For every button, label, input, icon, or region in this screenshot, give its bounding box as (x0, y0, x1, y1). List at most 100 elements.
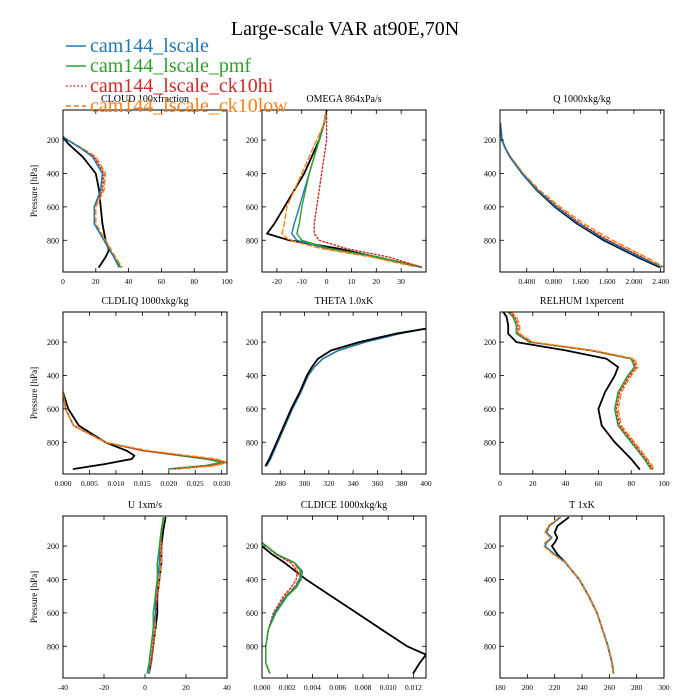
y-tick-label: 600 (484, 203, 496, 212)
panel-4: CLDLIQ 1000xkg/kg 0.000 0.005 0.010 0.015 0.0… (29, 296, 230, 488)
series-line-1 (63, 135, 110, 268)
series-line-1 (266, 328, 426, 467)
x-tick-label: 40 (125, 277, 133, 286)
y-tick-label: 200 (47, 542, 59, 551)
x-tick-label: 20 (92, 277, 100, 286)
y-tick-label: 400 (47, 169, 59, 178)
y-tick-label: 800 (47, 438, 59, 447)
x-tick-label: 200 (522, 683, 534, 692)
x-tick-label: 0.020 (160, 479, 177, 488)
y-tick-label: 600 (246, 405, 258, 414)
x-tick-label: 400 (420, 479, 432, 488)
x-tick-label: 60 (595, 479, 603, 488)
x-tick-label: 10 (348, 277, 356, 286)
x-tick-label: 80 (190, 277, 198, 286)
x-tick-label: 340 (347, 479, 359, 488)
y-tick-label: 600 (484, 405, 496, 414)
y-tick-label: 200 (47, 136, 59, 145)
x-tick-label: 0.005 (81, 479, 98, 488)
series-line-5 (146, 517, 165, 674)
plot-frame (261, 109, 427, 273)
x-tick-label: 0.000 (254, 683, 271, 692)
x-tick-label: -20 (272, 277, 282, 286)
panel-title: CLDLIQ 1000xkg/kg (102, 296, 189, 307)
series-line-1 (502, 312, 641, 470)
x-tick-label: 0.010 (107, 479, 124, 488)
x-tick-label: 1.600 (572, 277, 589, 286)
panel-8: CLDICE 1000xkg/kg 0.000 0.002 0.004 0.006 0.0… (246, 500, 427, 692)
series-line-4 (266, 328, 426, 467)
plot-frame (62, 515, 228, 679)
y-tick-label: 200 (484, 338, 496, 347)
x-tick-label: 0.800 (545, 277, 562, 286)
panel-3: Q 1000xkg/kg 0.400 0.800 1.600 1.600 2.000 2.4… (484, 94, 669, 286)
plot-frame (261, 515, 427, 679)
y-tick-label: 800 (47, 236, 59, 245)
series-line-5 (313, 110, 422, 268)
series-line-1 (262, 545, 426, 674)
x-tick-label: 280 (275, 479, 287, 488)
x-tick-label: 0 (61, 277, 65, 286)
series-line-1 (63, 391, 136, 470)
series-line-5 (510, 312, 655, 470)
x-tick-label: 40 (562, 479, 570, 488)
series-line-5 (63, 135, 120, 268)
y-tick-label: 200 (47, 338, 59, 347)
plot-frame (499, 311, 665, 475)
y-axis-label: Pressure [hPa] (29, 367, 39, 419)
series-line-5 (500, 122, 662, 268)
series-line-4 (281, 110, 417, 268)
y-tick-label: 800 (246, 438, 258, 447)
legend: cam144_lscalecam144_lscale_pmfcam144_lsc… (66, 35, 288, 117)
y-tick-label: 400 (47, 575, 59, 584)
x-tick-label: 2.000 (625, 277, 642, 286)
y-axis-label: Pressure [hPa] (29, 571, 39, 623)
x-tick-label: 80 (627, 479, 635, 488)
x-tick-label: 0 (325, 277, 329, 286)
y-tick-label: 800 (246, 236, 258, 245)
legend-label: cam144_lscale (90, 35, 209, 57)
x-tick-label: 300 (299, 479, 311, 488)
y-tick-label: 400 (47, 371, 59, 380)
x-tick-label: 40 (223, 683, 231, 692)
x-tick-label: 0.006 (329, 683, 346, 692)
x-tick-label: 0.010 (380, 683, 397, 692)
x-tick-label: -20 (99, 683, 109, 692)
series-line-3 (266, 328, 426, 467)
series-line-4 (262, 542, 302, 674)
y-tick-label: 800 (47, 642, 59, 651)
legend-item-3: cam144_lscale_ck10hi (66, 75, 274, 97)
plot-frame (62, 109, 228, 273)
y-tick-label: 800 (484, 642, 496, 651)
x-tick-label: 20 (182, 683, 190, 692)
x-tick-label: 0.000 (55, 479, 72, 488)
y-tick-label: 600 (246, 203, 258, 212)
panel-title: THETA 1.0xK (315, 296, 374, 307)
x-tick-label: 20 (373, 277, 381, 286)
panel-title: RELHUM 1xpercent (540, 296, 624, 307)
y-tick-label: 200 (246, 542, 258, 551)
series-line-5 (262, 542, 304, 674)
x-tick-label: 380 (396, 479, 408, 488)
y-tick-label: 800 (246, 642, 258, 651)
series-line-2 (266, 328, 426, 467)
legend-item-2: cam144_lscale_pmf (66, 55, 251, 77)
series-line-2 (507, 312, 652, 470)
x-tick-label: 260 (604, 683, 616, 692)
series-line-3 (507, 312, 652, 470)
panel-title: CLDICE 1000xkg/kg (301, 500, 387, 511)
figure-title: Large-scale VAR at90E,70N (231, 18, 459, 40)
x-tick-label: 0 (498, 479, 502, 488)
x-tick-label: 60 (158, 277, 166, 286)
y-tick-label: 400 (246, 169, 258, 178)
plot-frame (499, 109, 665, 273)
series-line-3 (500, 122, 662, 268)
series-line-4 (500, 122, 664, 268)
x-tick-label: 0.015 (134, 479, 151, 488)
series-line-1 (500, 122, 661, 268)
x-tick-label: 20 (529, 479, 537, 488)
series-line-4 (509, 312, 654, 470)
x-tick-label: 100 (658, 479, 670, 488)
y-tick-label: 400 (246, 575, 258, 584)
